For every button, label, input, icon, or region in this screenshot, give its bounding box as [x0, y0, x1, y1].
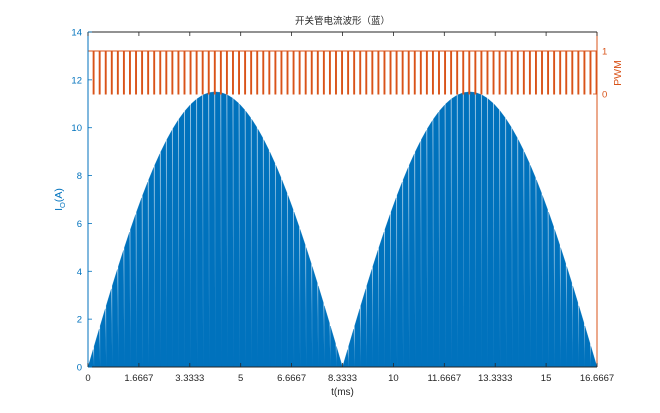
x-axis-label: t(ms) — [331, 387, 354, 398]
x-tick-label: 6.6667 — [277, 373, 306, 384]
x-tick-label: 5 — [238, 373, 243, 384]
y-axis-label-right: PWM — [612, 60, 624, 86]
ticks: 0 1.6667 3.3333 5 6.6667 8.3333 10 11.6667 13.33… — [71, 28, 614, 385]
current-area — [87, 91, 598, 368]
y-tick-label-right: 1 — [602, 47, 607, 58]
pwm-line — [88, 50, 598, 95]
y-label-unit: (A) — [53, 188, 65, 202]
x-tick-label: 0 — [85, 373, 90, 384]
y-tick-label-left: 0 — [77, 363, 82, 374]
x-tick-label: 3.3333 — [175, 373, 204, 384]
y-label-main: I — [53, 208, 65, 211]
current-series — [87, 91, 598, 368]
y-tick-label-left: 12 — [71, 75, 82, 86]
y-label-subscript: O — [58, 202, 67, 208]
y-tick-label-left: 14 — [71, 28, 82, 39]
x-tick-label: 15 — [541, 373, 552, 384]
y-axis-label-left: IO(A) — [53, 188, 67, 211]
x-tick-label: 13.3333 — [478, 373, 512, 384]
y-tick-label-left: 6 — [77, 219, 82, 230]
y-tick-label-left: 8 — [77, 171, 82, 182]
chart-title: 开关管电流波形（蓝） — [295, 15, 390, 27]
x-tick-label: 11.6667 — [427, 373, 461, 384]
x-tick-label: 8.3333 — [328, 373, 357, 384]
y-tick-label-right: 0 — [602, 90, 607, 101]
y-tick-label-left: 2 — [77, 315, 82, 326]
y-tick-label-left: 10 — [71, 123, 82, 134]
pwm-series — [88, 50, 598, 95]
y-tick-label-left: 4 — [77, 267, 82, 278]
x-tick-label: 10 — [388, 373, 399, 384]
x-tick-label: 1.6667 — [124, 373, 153, 384]
x-tick-label: 16.6667 — [580, 373, 614, 384]
